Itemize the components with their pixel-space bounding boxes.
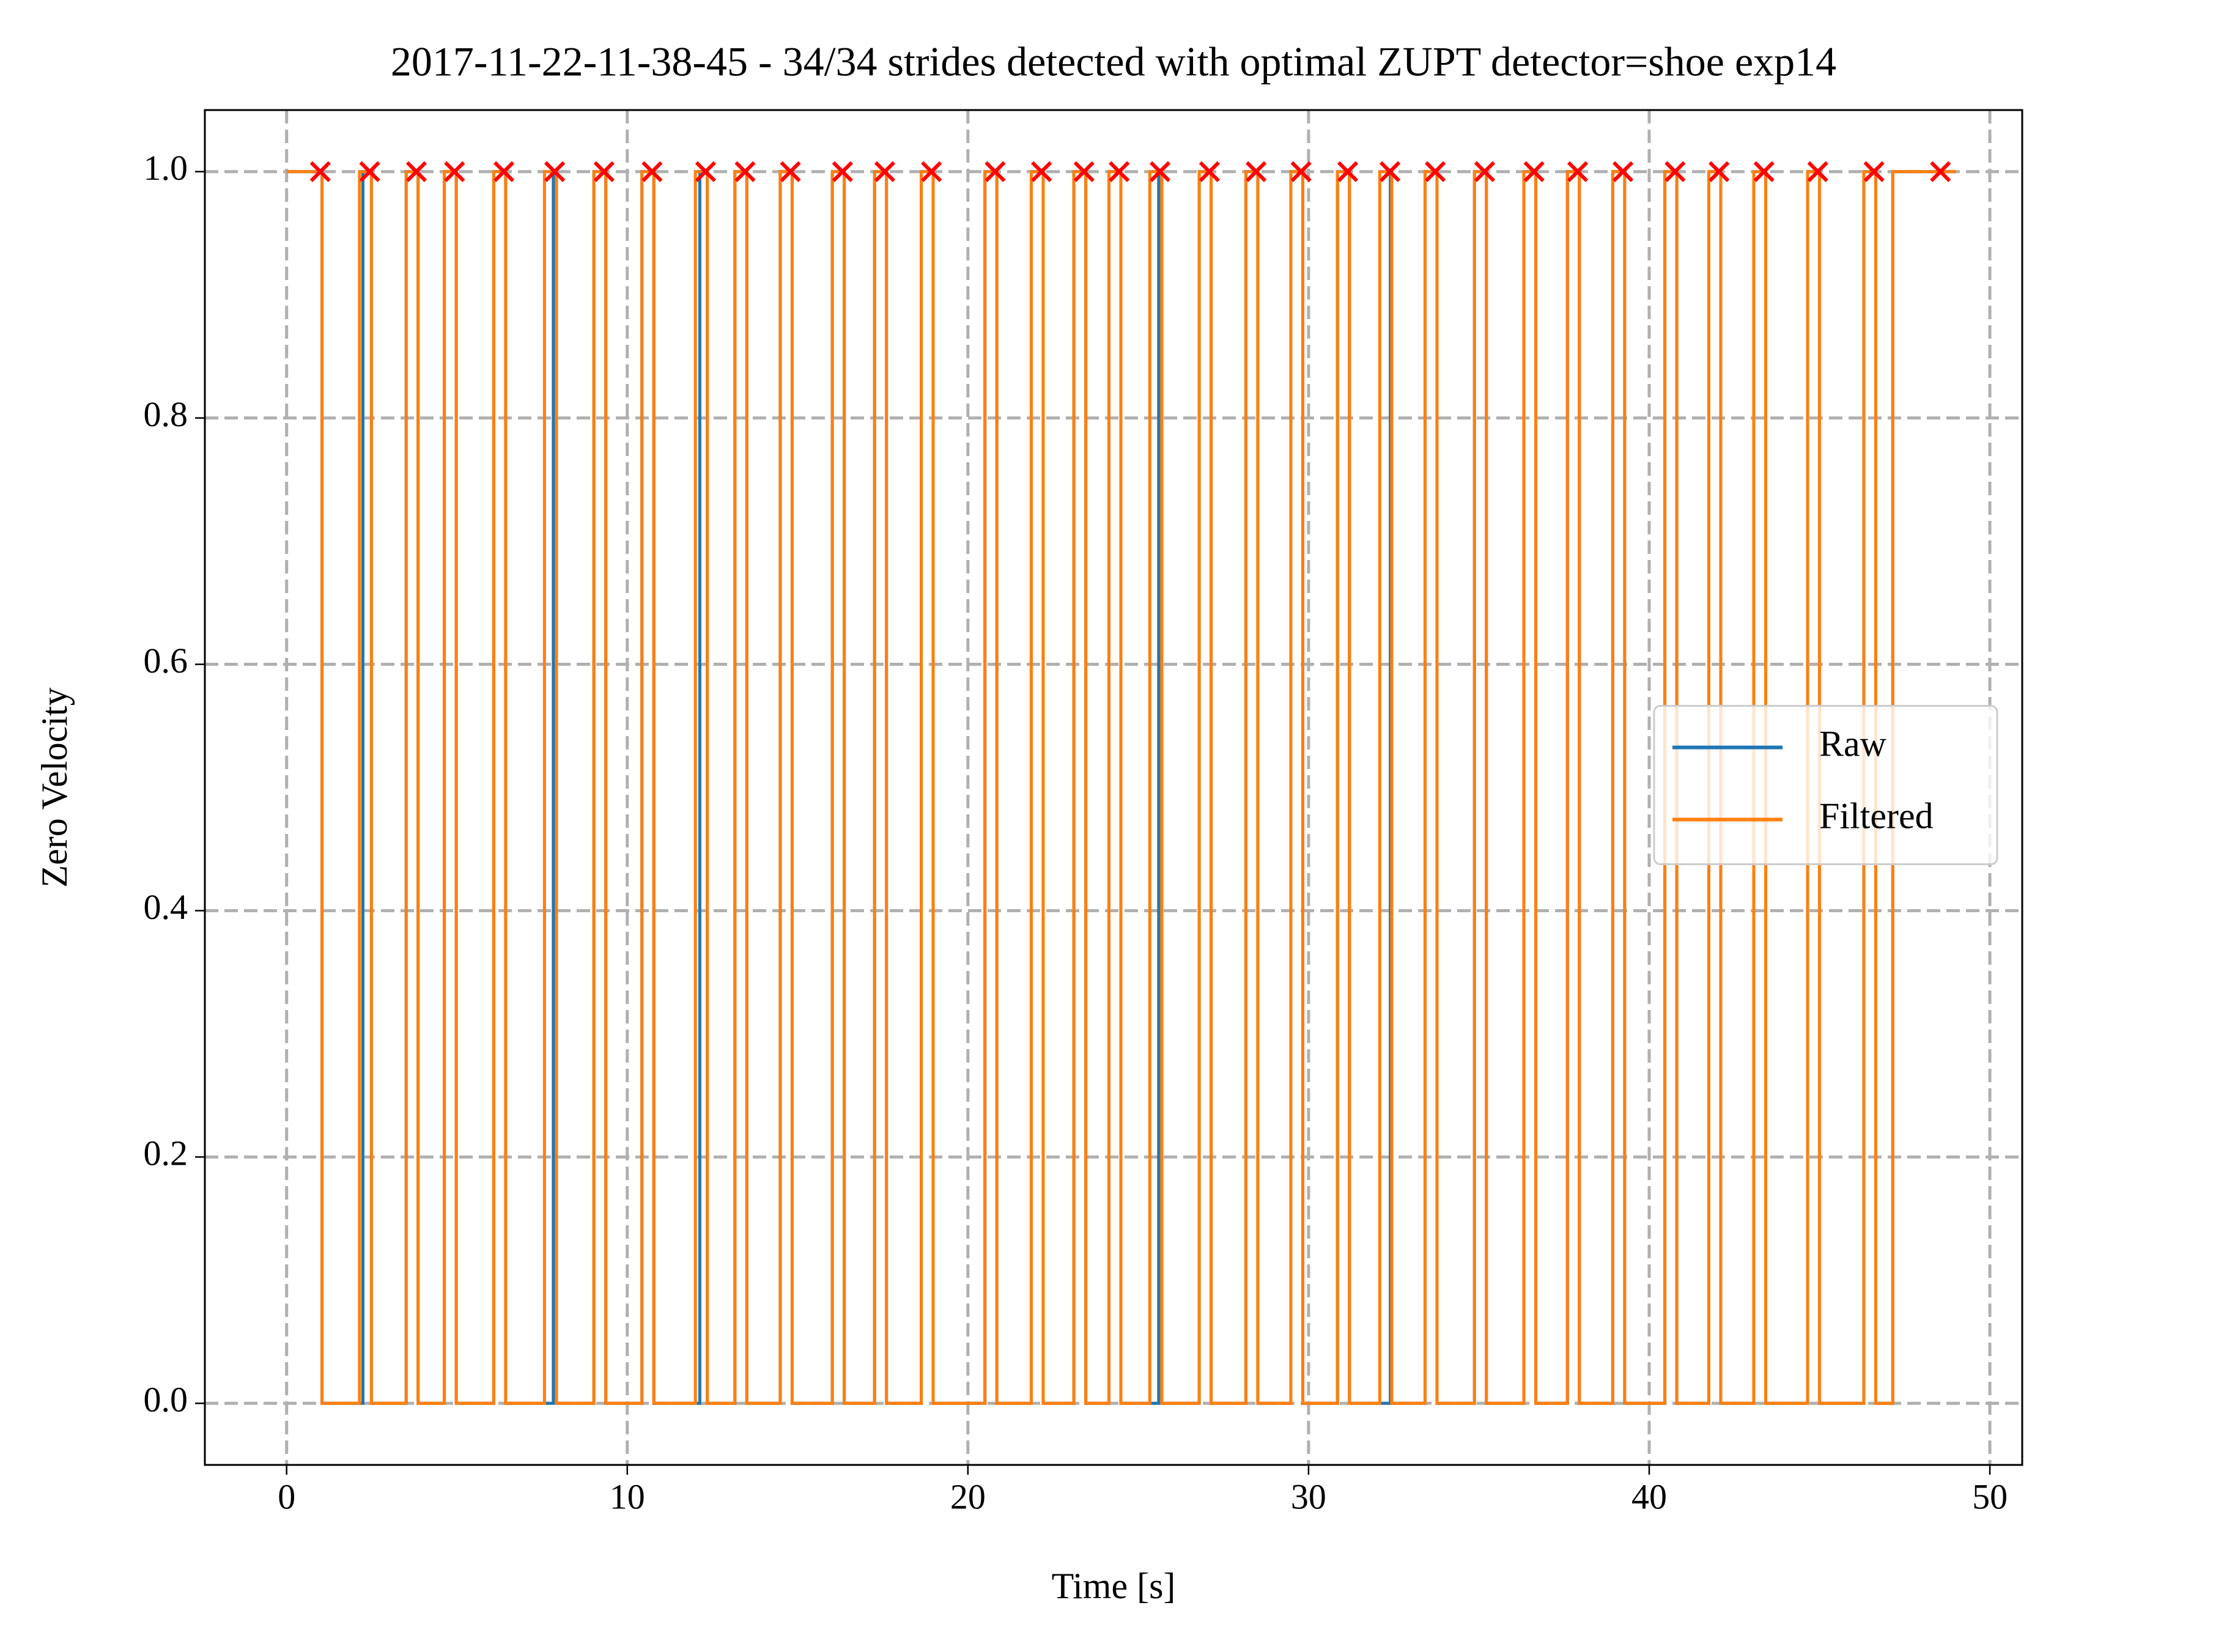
stride-marker bbox=[1337, 161, 1359, 182]
stride-marker bbox=[444, 161, 465, 182]
stride-marker bbox=[1379, 161, 1401, 182]
x-axis-label: Time [s] bbox=[1052, 1566, 1176, 1606]
stride-marker bbox=[985, 161, 1006, 182]
legend-label: Raw bbox=[1819, 723, 1887, 764]
stride-marker bbox=[1753, 161, 1775, 182]
legend-label: Filtered bbox=[1819, 795, 1934, 836]
stride-marker bbox=[1149, 161, 1171, 182]
stride-marker bbox=[832, 161, 853, 182]
x-tick-label: 10 bbox=[610, 1477, 645, 1516]
stride-marker bbox=[1246, 161, 1267, 182]
stride-marker bbox=[1425, 161, 1446, 182]
legend: Raw Filtered bbox=[1653, 705, 1998, 865]
stride-marker bbox=[1523, 161, 1545, 182]
stride-marker bbox=[359, 161, 380, 182]
stride-marker bbox=[1290, 161, 1312, 182]
legend-box bbox=[1653, 705, 1998, 865]
axes-frame bbox=[204, 109, 2023, 1466]
stride-marker bbox=[874, 161, 896, 182]
stride-marker bbox=[921, 161, 942, 182]
x-tick-label: 40 bbox=[1631, 1477, 1667, 1516]
stride-marker bbox=[1930, 161, 1951, 182]
stride-marker bbox=[1863, 161, 1885, 182]
y-tick-label: 0.0 bbox=[144, 1380, 188, 1420]
stride-marker bbox=[544, 161, 566, 182]
chart-title: 2017-11-22-11-38-45 - 34/34 strides dete… bbox=[391, 39, 1836, 85]
stride-marker bbox=[1807, 161, 1828, 182]
stride-marker bbox=[641, 161, 663, 182]
stride-marker bbox=[493, 161, 515, 182]
stride-marker bbox=[309, 161, 331, 182]
stride-marker bbox=[593, 161, 615, 182]
stride-marker bbox=[1073, 161, 1095, 182]
step-line bbox=[286, 170, 1956, 1405]
y-tick-label: 0.2 bbox=[144, 1134, 188, 1173]
y-tick-label: 0.6 bbox=[144, 641, 188, 680]
stride-marker bbox=[1031, 161, 1052, 182]
stride-marker bbox=[695, 161, 717, 182]
stride-marker bbox=[1567, 161, 1589, 182]
stride-marker bbox=[1664, 161, 1686, 182]
y-tick-label: 0.4 bbox=[144, 887, 188, 927]
x-tick-label: 50 bbox=[1972, 1477, 2008, 1516]
stride-marker bbox=[405, 161, 427, 182]
stride-marker bbox=[1612, 161, 1634, 182]
y-axis-label: Zero Velocity bbox=[34, 687, 75, 887]
stride-marker bbox=[1109, 161, 1130, 182]
stride-marker bbox=[1474, 161, 1496, 182]
y-tick-label: 0.8 bbox=[144, 394, 188, 434]
x-tick-label: 20 bbox=[950, 1477, 986, 1516]
x-tick-label: 30 bbox=[1291, 1477, 1326, 1516]
x-tick-label: 0 bbox=[278, 1477, 295, 1516]
stride-marker bbox=[734, 161, 756, 182]
stride-marker bbox=[1709, 161, 1730, 182]
stride-marker bbox=[1199, 161, 1220, 182]
y-tick-label: 1.0 bbox=[144, 148, 188, 188]
stride-marker bbox=[780, 161, 801, 182]
